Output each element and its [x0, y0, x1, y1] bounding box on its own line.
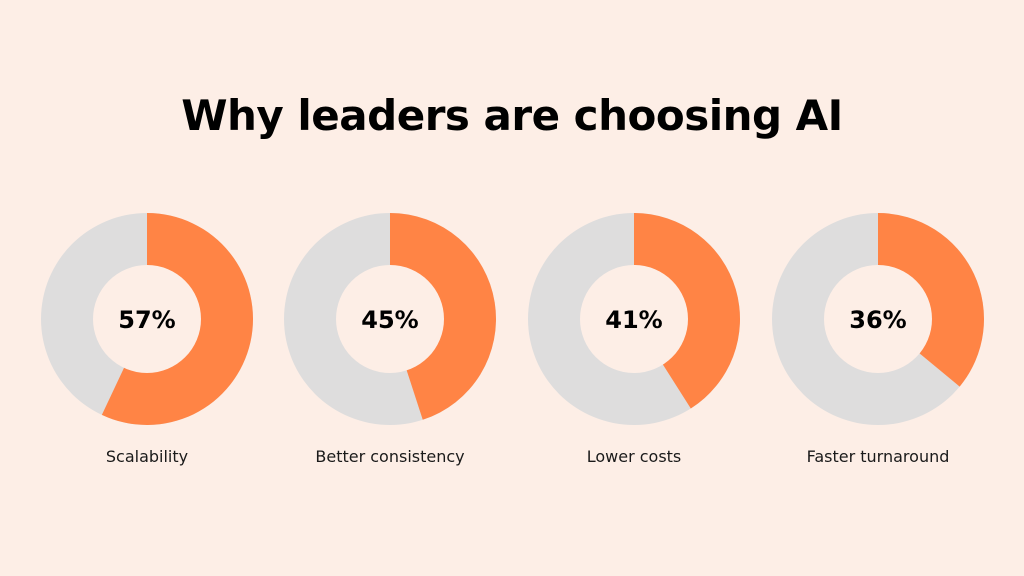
- category-label: Faster turnaround: [807, 447, 950, 466]
- donut-chart: 45% Better consistency: [284, 213, 496, 466]
- donut-chart: 57% Scalability: [41, 213, 254, 466]
- donut-chart: 41% Lower costs: [528, 213, 741, 466]
- donut-hole: [93, 265, 201, 373]
- category-label: Better consistency: [315, 447, 464, 466]
- donut-hole: [336, 265, 444, 373]
- donut-value-label: 41%: [605, 306, 662, 334]
- category-label: Scalability: [106, 447, 188, 466]
- donut-chart: 36% Faster turnaround: [772, 213, 984, 466]
- donut-slice: [878, 213, 984, 387]
- donut-value-label: 45%: [361, 306, 418, 334]
- donut-value-label: 57%: [118, 306, 175, 334]
- donut-hole: [580, 265, 688, 373]
- chart-title: Why leaders are choosing AI: [181, 91, 843, 140]
- donut-value-label: 36%: [849, 306, 906, 334]
- category-label: Lower costs: [587, 447, 682, 466]
- donut-hole: [824, 265, 932, 373]
